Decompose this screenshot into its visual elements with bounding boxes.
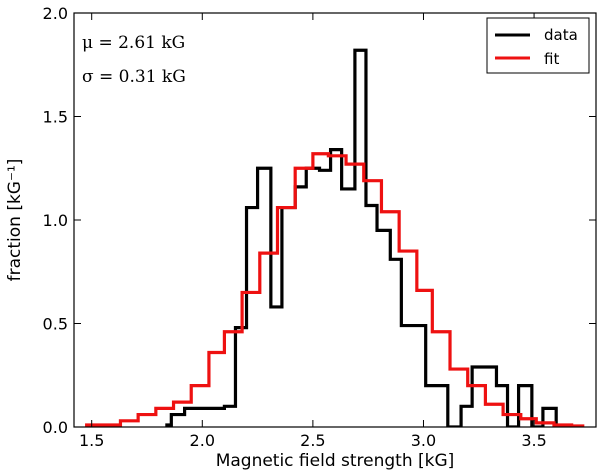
x-tick-label: 3.0 [411,431,436,450]
series-data-line [165,48,558,427]
x-tick-label: 2.5 [300,431,325,450]
y-tick-label: 2.0 [43,4,68,23]
legend: data fit [486,17,590,74]
series-fit-line [85,152,585,427]
annotation-sigma: σ = 0.31 kG [82,67,186,87]
series-layer [85,48,585,427]
plot-frame [73,12,597,428]
legend-box [486,17,590,74]
y-tick-label: 1.0 [43,211,68,230]
legend-fit-label: fit [544,50,559,68]
x-tick-label: 2.0 [190,431,215,450]
annotation-mu: μ = 2.61 kG [82,33,185,53]
x-axis-label: Magnetic field strength [kG] [216,451,455,470]
x-tick-label: 1.5 [79,431,104,450]
y-axis-label: fraction [kG⁻¹] [5,159,25,282]
y-tick-label: 0.5 [43,315,68,334]
ticks-layer: 1.5 2.0 2.5 3.0 3.5 0.0 0.5 1.0 1.5 2.0 [43,4,596,450]
x-tick-label: 3.5 [521,431,546,450]
y-tick-label: 0.0 [43,418,68,437]
y-tick-label: 1.5 [43,108,68,127]
legend-data-label: data [544,26,578,44]
